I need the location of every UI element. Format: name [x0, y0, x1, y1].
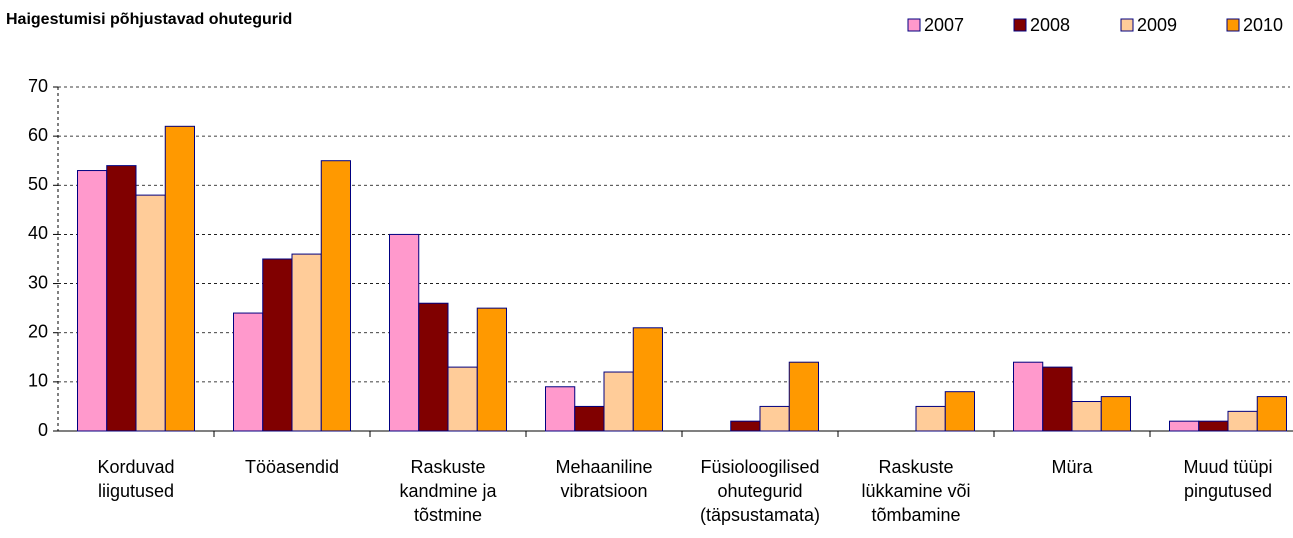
bar — [632, 327, 663, 432]
bar — [135, 194, 166, 432]
legend-label: 2007 — [924, 15, 964, 35]
y-tick-label: 20 — [28, 321, 48, 341]
bar — [233, 312, 264, 432]
legend-swatch — [1226, 18, 1240, 32]
bar — [418, 302, 449, 432]
bar — [1013, 361, 1044, 432]
y-tick-label: 50 — [28, 174, 48, 194]
bar — [291, 253, 322, 432]
x-tick-label: Mehaaniline vibratsioon — [555, 457, 653, 501]
x-tick-label: Füsioloogilised ohutegurid (täpsustamata… — [699, 457, 821, 525]
x-tick-label: Korduvad liigutused — [97, 457, 175, 501]
bar — [1198, 420, 1229, 432]
bar — [77, 170, 108, 432]
bar — [164, 125, 195, 432]
legend-label: 2008 — [1030, 15, 1070, 35]
bar — [1227, 410, 1258, 432]
bar — [603, 371, 634, 432]
bar — [1100, 396, 1131, 432]
bar — [447, 366, 478, 432]
bar — [759, 405, 790, 432]
bar — [262, 258, 293, 432]
bar — [1042, 366, 1073, 432]
bar — [389, 233, 420, 432]
bar — [1071, 401, 1102, 432]
y-tick-label: 30 — [28, 272, 48, 292]
x-tick-label: Müra — [1051, 457, 1093, 477]
bar — [320, 160, 351, 432]
y-tick-label: 10 — [28, 371, 48, 391]
bar — [574, 405, 605, 432]
chart-title: Haigestumisi põhjustavad ohutegurid — [6, 11, 292, 28]
bar — [545, 386, 576, 432]
y-tick-label: 0 — [38, 420, 48, 440]
x-tick-label: Raskuste lükkamine või tõmbamine — [861, 457, 971, 525]
legend-label: 2010 — [1243, 15, 1283, 35]
y-tick-label: 60 — [28, 125, 48, 145]
x-tick-label: Raskuste kandmine ja tõstmine — [399, 457, 497, 525]
bar — [730, 420, 761, 432]
legend-swatch — [1120, 18, 1134, 32]
legend-swatch — [907, 18, 921, 32]
y-tick-label: 70 — [28, 76, 48, 96]
bar — [788, 361, 819, 432]
legend-swatch — [1013, 18, 1027, 32]
y-tick-label: 40 — [28, 223, 48, 243]
legend-label: 2009 — [1137, 15, 1177, 35]
bar — [944, 391, 975, 432]
x-tick-label: Tööasendid — [244, 457, 340, 477]
bar — [915, 405, 946, 432]
bar — [476, 307, 507, 432]
bar — [1169, 420, 1200, 432]
bar — [106, 165, 137, 432]
bar — [1256, 396, 1287, 432]
x-tick-label: Muud tüüpi pingutused — [1183, 457, 1273, 501]
